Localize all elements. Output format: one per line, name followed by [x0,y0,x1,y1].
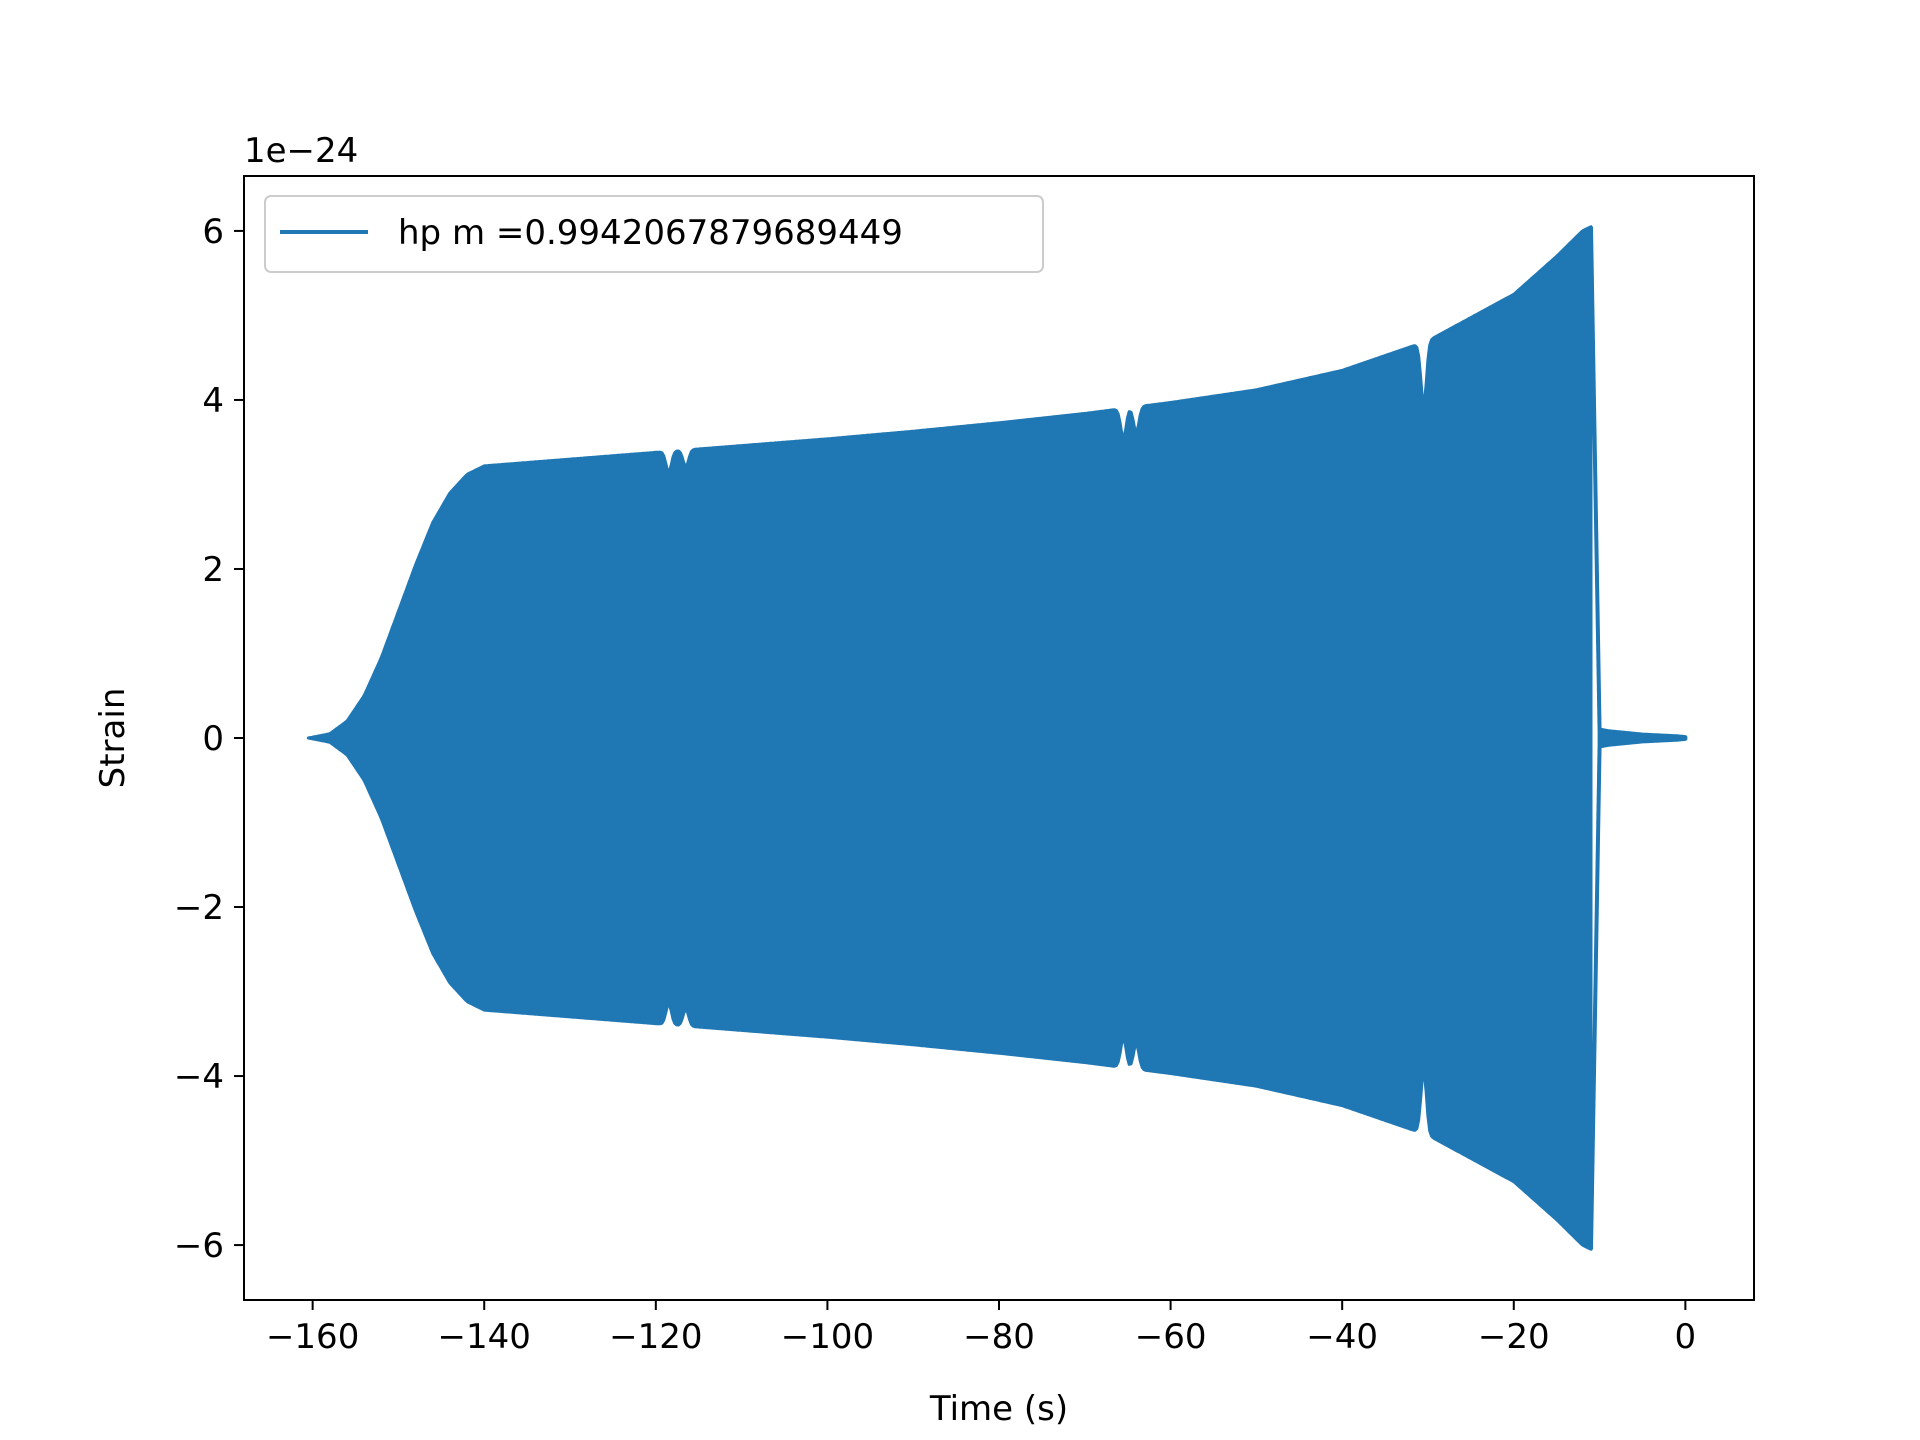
x-tick-label: −120 [609,1317,702,1357]
plot-data [306,225,1688,1251]
y-tick-label: 0 [202,719,224,759]
series-merger-edge [1588,746,1602,1250]
x-axis-label: Time (s) [929,1389,1068,1429]
legend-box [264,195,1044,273]
x-axis-ticks: −160 −140 −120 −100 −80 −60 −40 −20 0 [266,1300,1696,1357]
series-ringdown-tail [1597,727,1688,749]
y-tick-label: 4 [202,381,224,421]
legend-label: hp m =0.9942067879689449 [398,213,903,253]
y-axis-label: Strain [93,688,133,789]
x-tick-label: −40 [1306,1317,1378,1357]
x-tick-label: −80 [963,1317,1035,1357]
y-tick-label: −6 [174,1226,224,1266]
y-tick-label: 2 [202,550,224,590]
x-tick-label: −100 [781,1317,874,1357]
x-tick-label: −60 [1135,1317,1207,1357]
y-tick-label: −4 [174,1057,224,1097]
x-tick-label: −20 [1478,1317,1550,1357]
series-waveform-band [306,225,1593,1251]
x-tick-label: −140 [438,1317,531,1357]
y-offset-label: 1e−24 [244,131,358,171]
x-tick-label: −160 [266,1317,359,1357]
legend: hp m =0.9942067879689449 [264,195,1044,273]
x-tick-label: 0 [1675,1317,1697,1357]
y-axis-ticks: −6 −4 −2 0 2 4 6 [174,212,244,1266]
y-tick-label: 6 [202,212,224,252]
series-merger-edge [1588,226,1602,730]
y-tick-label: −2 [174,888,224,928]
